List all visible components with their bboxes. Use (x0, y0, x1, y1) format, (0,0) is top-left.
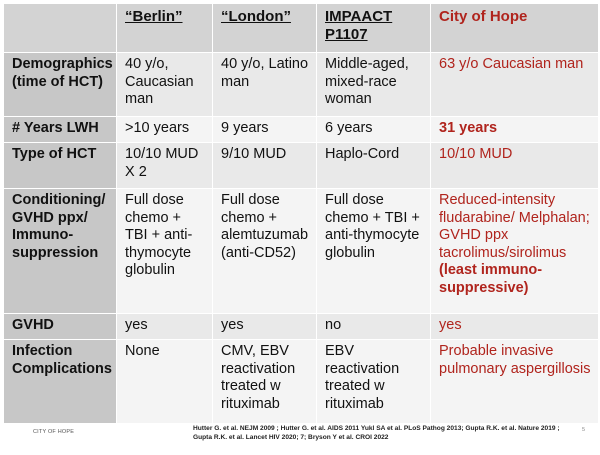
header-row: “Berlin” “London” IMPAACT P1107 City of … (3, 3, 599, 53)
row-label-gvhd: GVHD (3, 313, 117, 340)
table-cell: no (316, 313, 431, 340)
row-label-type-of-hct: Type of HCT (3, 142, 117, 189)
table-cell: Full dose chemo + TBI + anti-thymocyte g… (116, 188, 213, 314)
table-cell: 40 y/o, Caucasian man (116, 52, 213, 117)
table-cell: yes (212, 313, 317, 340)
table-cell: None (116, 339, 213, 424)
table-row: Demographics (time of HCT) 40 y/o, Cauca… (3, 52, 599, 117)
table-cell: 63 y/o Caucasian man (430, 52, 599, 117)
table-cell: Haplo-Cord (316, 142, 431, 189)
table-row: GVHD yes yes no yes (3, 313, 599, 340)
least-immunosuppressive-note: (least immuno-suppressive) (439, 262, 543, 296)
table-cell: 10/10 MUD X 2 (116, 142, 213, 189)
table-cell: 40 y/o, Latino man (212, 52, 317, 117)
table-cell: Reduced-intensity fludarabine/ Melphalan… (430, 188, 599, 314)
table-row: Infection Complications None CMV, EBV re… (3, 339, 599, 424)
row-label-conditioning: Conditioning/ GVHD ppx/ Immuno-suppressi… (3, 188, 117, 314)
table-cell: Middle-aged, mixed-race woman (316, 52, 431, 117)
header-berlin: “Berlin” (116, 3, 213, 53)
row-label-infection: Infection Complications (3, 339, 117, 424)
table-cell: 31 years (430, 116, 599, 143)
corner-cell (3, 3, 117, 53)
institution-logo-text: CITY OF HOPE (33, 429, 75, 435)
table-cell: Probable invasive pulmonary aspergillosi… (430, 339, 599, 424)
header-city-of-hope: City of Hope (430, 3, 599, 53)
table-row: Conditioning/ GVHD ppx/ Immuno-suppressi… (3, 188, 599, 314)
header-impaact: IMPAACT P1107 (316, 3, 431, 53)
table-cell: yes (430, 313, 599, 340)
row-label-demographics: Demographics (time of HCT) (3, 52, 117, 117)
table-row: Type of HCT 10/10 MUD X 2 9/10 MUD Haplo… (3, 142, 599, 189)
table-row: # Years LWH >10 years 9 years 6 years 31… (3, 116, 599, 143)
table-cell: 9/10 MUD (212, 142, 317, 189)
row-label-years-lwh: # Years LWH (3, 116, 117, 143)
table-cell: Full dose chemo + alemtuzumab (anti-CD52… (212, 188, 317, 314)
table-cell: 6 years (316, 116, 431, 143)
table-cell: yes (116, 313, 213, 340)
page-number: 5 (582, 427, 586, 433)
table-cell: Full dose chemo + TBI + anti-thymocyte g… (316, 188, 431, 314)
table-cell: CMV, EBV reactivation treated w rituxima… (212, 339, 317, 424)
table-cell: >10 years (116, 116, 213, 143)
table-cell: 10/10 MUD (430, 142, 599, 189)
conditioning-text: Reduced-intensity fludarabine/ Melphalan… (439, 192, 590, 261)
table-cell: 9 years (212, 116, 317, 143)
table-cell: EBV reactivation treated w rituximab (316, 339, 431, 424)
comparison-table: “Berlin” “London” IMPAACT P1107 City of … (3, 3, 599, 424)
references: Hutter G. et al. NEJM 2009 ; Hutter G. e… (193, 425, 560, 441)
header-london: “London” (212, 3, 317, 53)
